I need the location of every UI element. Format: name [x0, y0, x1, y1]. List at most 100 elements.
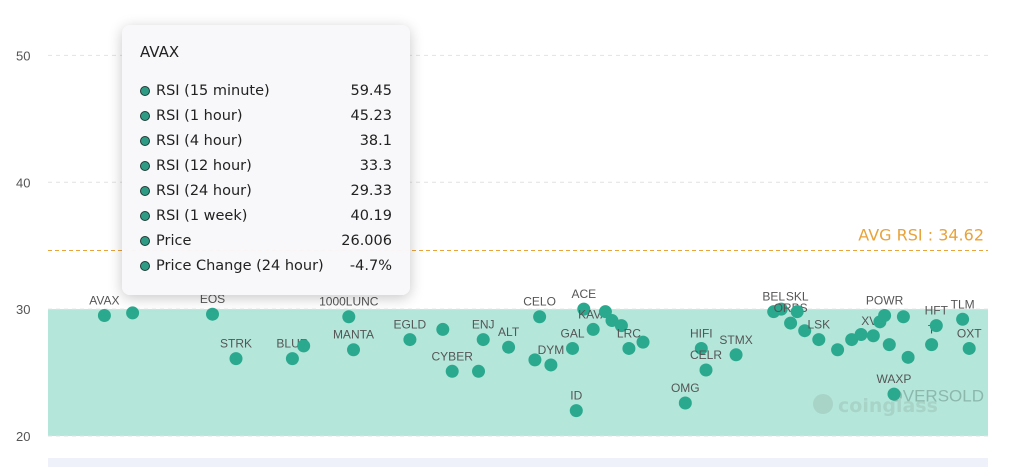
bottom-strip: [48, 458, 988, 467]
point-label: LSK: [807, 318, 830, 332]
data-point: [929, 319, 943, 333]
oversold-zone: [48, 309, 988, 436]
tooltip: AVAX RSI (15 minute) 59.45 RSI (1 hour) 45.…: [122, 25, 410, 295]
tooltip-row-label: RSI (15 minute): [156, 82, 270, 99]
data-point: [502, 340, 516, 354]
data-point: [476, 333, 490, 347]
tooltip-row: Price Change (24 hour) -4.7%: [140, 253, 392, 278]
watermark-text: coinglass: [838, 395, 938, 417]
tooltip-row-value: -4.7%: [349, 257, 392, 274]
data-point: [798, 324, 812, 338]
data-point: [297, 339, 311, 353]
point-label: GAL: [561, 326, 585, 340]
data-point: [831, 343, 845, 357]
watermark: coinglass: [813, 394, 938, 417]
tooltip-row: Price 26.006: [140, 228, 392, 253]
data-point: [445, 364, 459, 378]
tooltip-row-label: RSI (4 hour): [156, 132, 243, 149]
data-point: [347, 343, 360, 357]
data-point: [882, 338, 896, 352]
tooltip-row-value: 40.19: [350, 207, 392, 224]
data-point: [678, 396, 692, 410]
tooltip-row-label: Price Change (24 hour): [156, 257, 324, 274]
tooltip-row-value: 59.45: [350, 82, 392, 99]
point-label: CELO: [523, 295, 556, 309]
tooltip-row-label: RSI (1 week): [156, 207, 248, 224]
data-point: [614, 319, 628, 333]
tooltip-row-label: RSI (1 hour): [156, 107, 243, 124]
data-point: [544, 358, 558, 372]
point-label: SKL: [786, 290, 809, 304]
data-point: [694, 341, 708, 355]
y-tick-label: 30: [16, 302, 30, 317]
series-dot-icon: [140, 160, 150, 171]
data-point: [436, 322, 450, 336]
point-label: EGLD: [394, 318, 427, 332]
data-point: [854, 328, 868, 341]
tooltip-row: RSI (1 hour) 45.23: [140, 103, 392, 128]
y-tick-label: 20: [16, 429, 30, 444]
data-point: [812, 333, 826, 347]
tooltip-rows: RSI (15 minute) 59.45 RSI (1 hour) 45.23 RSI…: [140, 78, 392, 278]
point-label: AVAX: [89, 293, 119, 307]
point-label: LRC: [617, 326, 641, 340]
data-point: [126, 306, 140, 320]
data-point: [790, 305, 804, 319]
tooltip-row-value: 26.006: [341, 232, 392, 249]
series-dot-icon: [140, 110, 150, 121]
data-point: [878, 308, 892, 322]
data-point: [925, 338, 939, 352]
point-label: WAXP: [877, 372, 912, 386]
point-label: ALT: [498, 325, 520, 339]
tooltip-row: RSI (15 minute) 59.45: [140, 78, 392, 103]
data-point: [896, 310, 910, 324]
point-label: CELR: [690, 348, 722, 362]
tooltip-row: RSI (12 hour) 33.3: [140, 153, 392, 178]
data-point: [566, 341, 580, 355]
series-dot-icon: [140, 260, 150, 271]
data-point: [598, 305, 612, 319]
series-dot-icon: [140, 185, 150, 196]
data-point: [901, 350, 915, 364]
data-point: [569, 404, 583, 418]
series-dot-icon: [140, 85, 150, 96]
point-label: EOS: [200, 292, 225, 306]
data-point: [577, 302, 591, 316]
data-point: [586, 322, 600, 336]
data-point: [229, 352, 243, 366]
data-point: [472, 364, 486, 378]
data-point: [636, 335, 650, 349]
tooltip-row-label: RSI (12 hour): [156, 157, 252, 174]
point-label: ID: [570, 389, 582, 403]
data-point: [622, 341, 636, 355]
data-point: [962, 341, 976, 355]
data-point: [285, 352, 299, 366]
point-label: MANTA: [333, 328, 374, 342]
data-point: [729, 348, 743, 362]
point-label: ACE: [571, 287, 596, 301]
point-label: DYM: [538, 343, 565, 357]
data-point: [887, 387, 901, 401]
point-label: BEL: [762, 290, 785, 304]
data-point: [206, 307, 219, 321]
data-point: [533, 310, 547, 324]
y-tick-label: 40: [16, 175, 30, 190]
data-point: [403, 333, 417, 347]
point-label: 1000LUNC: [319, 295, 379, 309]
data-point: [528, 353, 542, 367]
data-point: [97, 308, 111, 322]
point-label: OXT: [957, 326, 982, 340]
avg-rsi-label: AVG RSI : 34.62: [858, 226, 984, 245]
data-point: [342, 310, 356, 324]
tooltip-row-label: Price: [156, 232, 192, 249]
point-label: STRK: [220, 337, 252, 351]
tooltip-row: RSI (24 hour) 29.33: [140, 178, 392, 203]
tooltip-row-value: 45.23: [350, 107, 392, 124]
data-point: [956, 312, 970, 326]
point-label: TLM: [951, 297, 975, 311]
series-dot-icon: [140, 235, 150, 246]
tooltip-title: AVAX: [140, 43, 180, 61]
point-label: STMX: [719, 333, 752, 347]
tooltip-row-value: 38.1: [359, 132, 392, 149]
